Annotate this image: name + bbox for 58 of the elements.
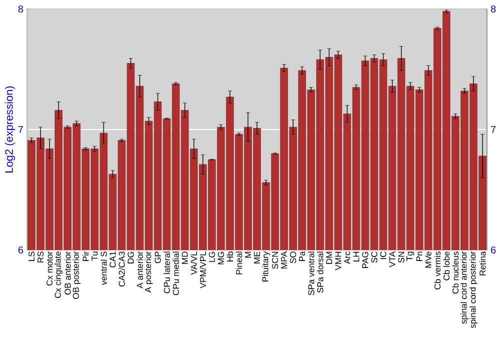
x-tick-label: Cb vermis: [434, 252, 441, 290]
x-tick-label: Cx cingulate: [54, 252, 63, 298]
x-tick-label: spinal cord anterior: [460, 251, 468, 324]
x-tick-label: OB posterior: [72, 251, 81, 299]
x-tick-label: spinal cord posterior: [469, 251, 478, 328]
x-tick-label: LG: [208, 252, 215, 262]
x-tick-label: DM: [326, 252, 332, 264]
x-tick-label: OB anterior: [64, 251, 71, 295]
x-tick-label: Pituitary: [262, 251, 270, 282]
x-tick-label: CA1: [110, 252, 116, 268]
x-tick-label: Cb nucleus: [452, 252, 459, 294]
x-tick-label: LH: [353, 252, 360, 262]
x-tick-label: VMH: [335, 252, 342, 270]
x-tick-label: M: [245, 252, 251, 258]
x-tick-label: SPa ventral: [308, 252, 314, 296]
x-tick-label: VTA: [389, 251, 396, 268]
x-tick-label: ME: [254, 252, 260, 264]
x-tick-label: SPa dorsal: [317, 252, 324, 293]
x-tick-label: MG: [218, 252, 224, 264]
x-tick-label: Retina: [479, 251, 486, 276]
x-tick-label: ventral S: [100, 252, 107, 285]
x-tick-label: Pa: [299, 251, 306, 261]
x-tick-label: A posterior: [144, 251, 153, 293]
x-tick-label: VPM/VPL: [200, 251, 206, 288]
y-tick-label: 8: [18, 5, 24, 13]
x-tick-label: Cx motor: [46, 251, 53, 286]
x-tick-label: Pn: [416, 252, 422, 261]
y-tick-label: 6: [18, 246, 24, 254]
y2-tick-label: 6: [491, 246, 496, 254]
x-tick-label: VA/VL: [190, 251, 198, 275]
x-tick-label: CPu medial: [172, 252, 179, 296]
x-tick-label: SO: [290, 252, 296, 264]
x-tick-label: RS: [37, 252, 44, 262]
x-tick-label: IC: [380, 252, 386, 259]
x-tick-label: Arc: [344, 251, 350, 264]
x-tick-label: Pineal: [236, 252, 242, 274]
x-tick-label: MD: [182, 252, 188, 264]
x-tick-label: Pir: [82, 251, 89, 261]
x-tick-label: LS: [28, 252, 35, 261]
x-tick-label: Hb: [226, 252, 234, 262]
x-tick-label: Tu: [92, 252, 98, 261]
x-tick-label: SN: [398, 252, 404, 263]
x-tick-label: Cb lobe: [443, 252, 450, 280]
x-tick-label: GP: [154, 252, 161, 264]
x-tick-label: SC: [371, 252, 378, 263]
x-tick-label: CPu lateral: [164, 252, 170, 294]
x-tick-label: DG: [128, 252, 134, 264]
x-tick-label: MPA: [281, 251, 288, 268]
x-tick-label: A anterior: [136, 251, 143, 288]
y2-tick-label: 8: [490, 5, 496, 13]
x-tick-label: SCN: [272, 252, 278, 269]
x-tick-label: Tg: [406, 252, 414, 262]
x-tick-label: MVe: [425, 252, 432, 268]
y-tick-label: 7: [18, 126, 23, 133]
x-tick-label: CA2/CA3: [118, 252, 125, 286]
x-tick-label: PAG: [362, 252, 368, 268]
y-axis-title: Log2 (expression): [4, 86, 16, 172]
y2-tick-label: 7: [491, 126, 496, 133]
